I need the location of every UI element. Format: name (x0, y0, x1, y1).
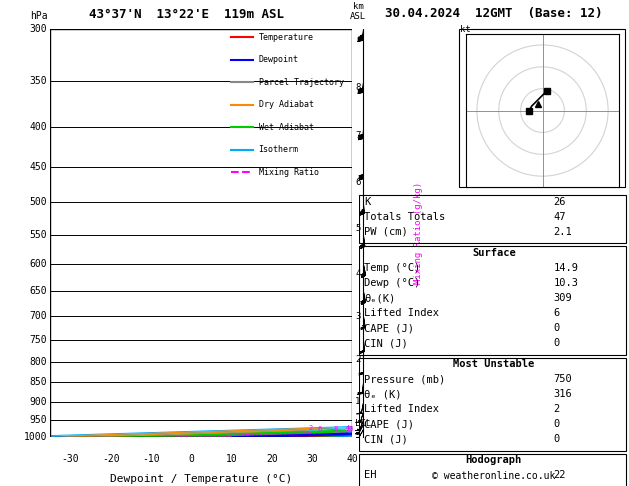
Text: CAPE (J): CAPE (J) (364, 323, 414, 333)
Text: 4: 4 (346, 425, 350, 431)
Text: 3: 3 (355, 312, 360, 321)
Text: Mixing Ratio (g/kg): Mixing Ratio (g/kg) (414, 182, 423, 284)
Text: 30.04.2024  12GMT  (Base: 12): 30.04.2024 12GMT (Base: 12) (385, 7, 603, 20)
Text: 22: 22 (554, 470, 565, 481)
Text: 26: 26 (554, 197, 565, 207)
Text: 8: 8 (355, 83, 360, 92)
Text: 500: 500 (30, 197, 47, 208)
Text: 14.9: 14.9 (554, 263, 578, 273)
Text: 7: 7 (355, 131, 360, 140)
Text: 750: 750 (554, 374, 572, 384)
Text: 40: 40 (347, 454, 358, 464)
Text: 6: 6 (554, 308, 560, 318)
Text: Pressure (mb): Pressure (mb) (364, 374, 445, 384)
Text: 6: 6 (317, 426, 321, 432)
Text: CAPE (J): CAPE (J) (364, 419, 414, 430)
Text: Dewpoint / Temperature (°C): Dewpoint / Temperature (°C) (110, 474, 292, 484)
Text: 10.3: 10.3 (554, 278, 578, 288)
Text: K: K (364, 197, 370, 207)
Text: 2: 2 (554, 404, 560, 415)
Text: 43°37'N  13°22'E  119m ASL: 43°37'N 13°22'E 119m ASL (89, 8, 284, 21)
Text: Dry Adiabat: Dry Adiabat (259, 100, 314, 109)
Text: Lifted Index: Lifted Index (364, 404, 439, 415)
Text: Mixing Ratio: Mixing Ratio (259, 168, 319, 176)
Text: 8: 8 (334, 426, 338, 432)
Text: km
ASL: km ASL (350, 1, 366, 21)
Text: 2: 2 (309, 425, 313, 431)
Text: Isotherm: Isotherm (259, 145, 299, 154)
Text: 350: 350 (30, 76, 47, 87)
Text: 47: 47 (554, 212, 565, 222)
Text: 2.1: 2.1 (554, 227, 572, 237)
Text: 1: 1 (355, 397, 360, 406)
Text: 1000: 1000 (24, 433, 47, 442)
Text: 10: 10 (345, 426, 353, 432)
Text: kt: kt (460, 25, 470, 34)
Text: 2: 2 (355, 355, 360, 364)
Text: 30: 30 (306, 454, 318, 464)
Text: 650: 650 (30, 286, 47, 296)
Text: -30: -30 (62, 454, 79, 464)
Text: 20: 20 (266, 454, 277, 464)
Text: CIN (J): CIN (J) (364, 434, 408, 445)
Text: Dewp (°C): Dewp (°C) (364, 278, 420, 288)
Text: LCL: LCL (355, 419, 371, 428)
Text: 0: 0 (188, 454, 194, 464)
Text: Wet Adiabat: Wet Adiabat (259, 122, 314, 132)
Text: Parcel Trajectory: Parcel Trajectory (259, 78, 343, 87)
Text: 800: 800 (30, 357, 47, 367)
Text: Surface: Surface (472, 248, 516, 258)
Text: 550: 550 (30, 230, 47, 240)
Text: 300: 300 (30, 24, 47, 34)
Text: 400: 400 (30, 122, 47, 132)
Text: -10: -10 (142, 454, 160, 464)
Text: CIN (J): CIN (J) (364, 338, 408, 348)
Text: θₑ(K): θₑ(K) (364, 293, 395, 303)
Text: 600: 600 (30, 259, 47, 269)
Text: -20: -20 (102, 454, 120, 464)
Text: Lifted Index: Lifted Index (364, 308, 439, 318)
Text: Most Unstable: Most Unstable (453, 359, 535, 369)
Text: Temp (°C): Temp (°C) (364, 263, 420, 273)
Text: Temperature: Temperature (259, 33, 314, 42)
FancyBboxPatch shape (459, 29, 625, 187)
Text: © weatheronline.co.uk: © weatheronline.co.uk (432, 471, 555, 481)
Text: 309: 309 (554, 293, 572, 303)
Text: 850: 850 (30, 377, 47, 387)
Text: 900: 900 (30, 397, 47, 407)
Text: EH: EH (364, 470, 376, 481)
Text: θₑ (K): θₑ (K) (364, 389, 401, 399)
Text: hPa: hPa (30, 11, 47, 21)
Text: 4: 4 (355, 269, 360, 278)
Text: Hodograph: Hodograph (465, 455, 522, 466)
Text: 6: 6 (355, 178, 360, 187)
Text: 750: 750 (30, 335, 47, 345)
Text: 10: 10 (226, 454, 237, 464)
Text: PW (cm): PW (cm) (364, 227, 408, 237)
Text: 5: 5 (355, 224, 360, 233)
Text: 0: 0 (554, 338, 560, 348)
Text: Dewpoint: Dewpoint (259, 55, 299, 64)
Text: Totals Totals: Totals Totals (364, 212, 445, 222)
Text: 450: 450 (30, 162, 47, 172)
Text: 950: 950 (30, 415, 47, 425)
Text: 700: 700 (30, 312, 47, 321)
Text: 0: 0 (554, 434, 560, 445)
Text: 316: 316 (554, 389, 572, 399)
Text: 0: 0 (554, 419, 560, 430)
Text: 0: 0 (554, 323, 560, 333)
